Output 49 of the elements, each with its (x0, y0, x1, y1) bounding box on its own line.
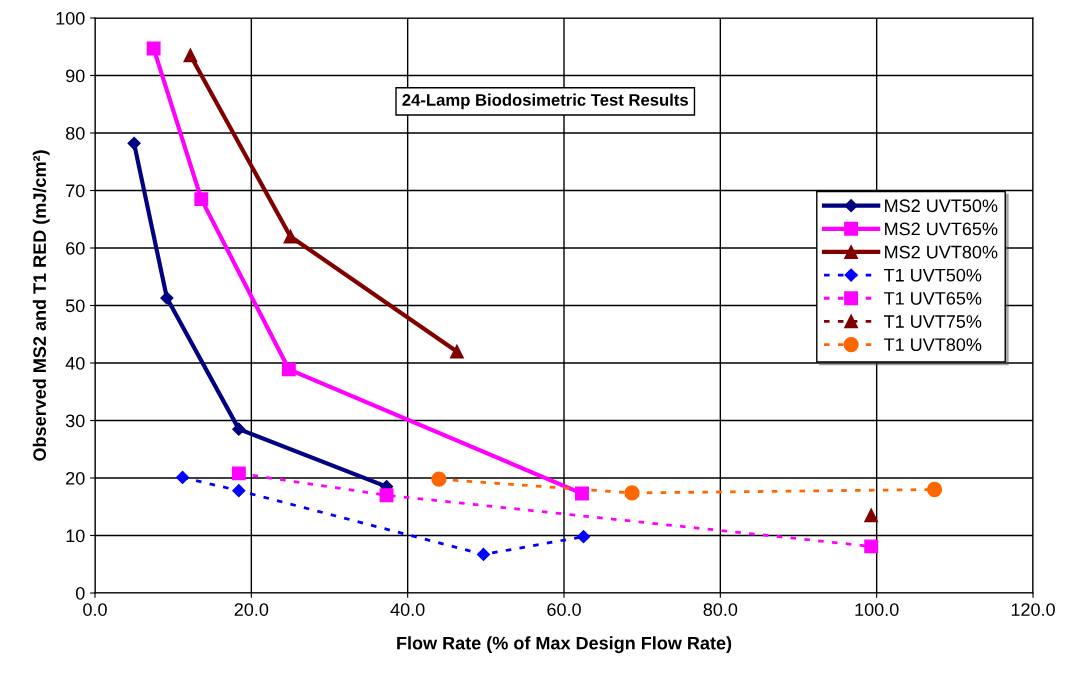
x-tick-label: 40.0 (390, 603, 425, 616)
legend-label: T1 UVT65% (884, 291, 982, 305)
x-tick-label: 0.0 (83, 603, 107, 616)
y-tick-label: 10 (66, 529, 85, 543)
point (183, 48, 198, 63)
point (575, 486, 589, 501)
y-tick-label: 80 (65, 126, 85, 140)
point (864, 508, 879, 523)
point (194, 192, 209, 207)
text: 24-Lamp Biodosimetric Test Results (402, 93, 688, 110)
y-tick-label: 70 (66, 184, 85, 198)
point (146, 41, 161, 56)
point (624, 485, 640, 501)
point (160, 291, 174, 305)
x-tick-label: 120.0 (1011, 603, 1055, 616)
y-tick-label: 100 (56, 11, 85, 25)
point (175, 470, 190, 485)
x-tick-label: 80.0 (703, 603, 738, 616)
legend-label: MS2 UVT50% (885, 199, 998, 213)
legend-label: T1 UVT80% (884, 338, 982, 352)
y-tick-label: 20 (66, 471, 85, 485)
point (476, 547, 491, 562)
x-tick-label: 100.0 (855, 603, 899, 616)
y-axis-title: Observed MS2 and T1 RED (mJ/cm²) (32, 150, 50, 461)
x-axis-title: Flow Rate (% of Max Design Flow Rate) (397, 636, 732, 654)
x-tick-label: 20.0 (234, 603, 269, 616)
point (232, 422, 246, 436)
point (576, 530, 591, 544)
x-tick-label: 60.0 (547, 603, 581, 616)
point (127, 136, 141, 150)
point (449, 344, 464, 359)
y-tick-label: 40 (65, 356, 85, 370)
point (283, 229, 298, 244)
legend-label: T1 UVT75% (884, 315, 982, 328)
point (926, 481, 943, 498)
legend-label: T1 UVT50% (884, 268, 982, 282)
legend-label: MS2 UVT65% (885, 222, 998, 236)
legend-label: MS2 UVT80% (885, 245, 998, 259)
y-tick-label: 30 (65, 414, 85, 428)
point (231, 466, 246, 481)
point (232, 484, 246, 498)
point (281, 362, 296, 377)
y-tick-label: 50 (65, 299, 85, 313)
y-tick-label: 0 (75, 586, 85, 600)
y-tick-label: 60 (66, 241, 85, 255)
point (864, 539, 879, 554)
y-tick-label: 90 (66, 69, 85, 83)
point (379, 488, 394, 503)
point (431, 471, 447, 487)
